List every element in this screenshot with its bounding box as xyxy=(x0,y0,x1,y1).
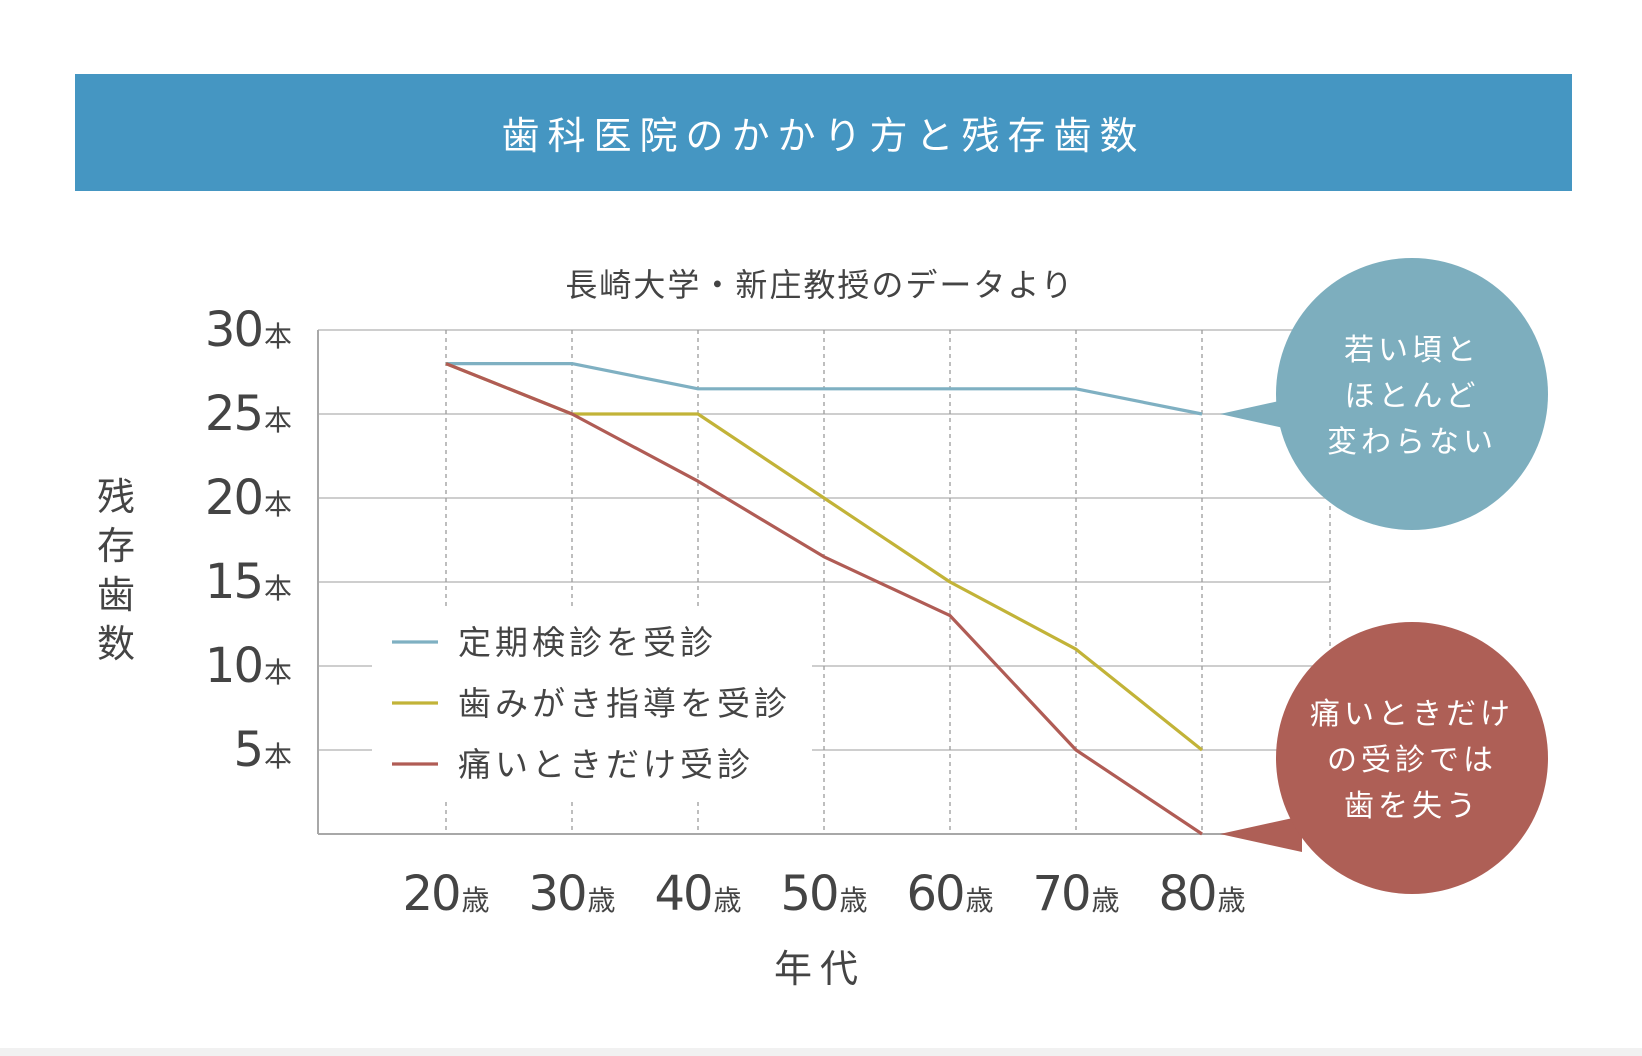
y-tick-label: 20本 xyxy=(205,470,292,526)
y-tick-number: 15 xyxy=(205,554,262,610)
series-line xyxy=(446,362,1203,416)
y-tick-number: 10 xyxy=(205,638,262,694)
y-tick-number: 30 xyxy=(205,302,262,358)
callout-pointer xyxy=(1220,816,1302,852)
x-tick-number: 40 xyxy=(654,866,711,922)
x-tick-number: 60 xyxy=(906,866,963,922)
y-axis-label-char: 残 xyxy=(97,475,135,519)
x-tick-label: 30歳 xyxy=(528,866,615,922)
x-tick-label: 70歳 xyxy=(1032,866,1119,922)
y-tick-label: 25本 xyxy=(205,386,292,442)
legend-label: 歯みがき指導を受診 xyxy=(458,684,791,723)
x-axis-label: 年代 xyxy=(774,947,866,991)
x-tick-label: 50歳 xyxy=(780,866,867,922)
callout-text: 変わらない xyxy=(1327,425,1497,460)
x-tick-number: 30 xyxy=(528,866,585,922)
footer-strip xyxy=(0,1048,1642,1056)
y-tick-label: 5本 xyxy=(233,722,292,778)
legend-label: 痛いときだけ受診 xyxy=(458,745,754,784)
y-tick-label: 15本 xyxy=(205,554,292,610)
y-tick-unit: 本 xyxy=(264,320,292,353)
y-axis-label-char: 存 xyxy=(97,524,135,568)
x-tick-label: 80歳 xyxy=(1158,866,1245,922)
x-tick-unit: 歳 xyxy=(840,884,868,917)
x-tick-labels: 20歳 30歳 40歳 50歳 60歳 70歳 80歳 xyxy=(402,866,1245,922)
y-tick-unit: 本 xyxy=(264,488,292,521)
y-tick-unit: 本 xyxy=(264,740,292,773)
legend-label: 定期検診を受診 xyxy=(458,623,717,662)
series-lines xyxy=(445,362,1203,836)
callout-text: 歯を失う xyxy=(1344,789,1480,824)
y-tick-unit: 本 xyxy=(264,656,292,689)
x-tick-label: 40歳 xyxy=(654,866,741,922)
callout-text: 痛いときだけ xyxy=(1310,697,1514,732)
x-tick-number: 50 xyxy=(780,866,837,922)
x-tick-unit: 歳 xyxy=(966,884,994,917)
series-line xyxy=(445,362,1203,836)
x-tick-unit: 歳 xyxy=(1092,884,1120,917)
y-tick-label: 10本 xyxy=(205,638,292,694)
y-tick-unit: 本 xyxy=(264,404,292,437)
x-tick-label: 60歳 xyxy=(906,866,993,922)
x-tick-unit: 歳 xyxy=(588,884,616,917)
chart-subtitle: 長崎大学・新庄教授のデータより xyxy=(565,266,1074,304)
y-axis-label-char: 歯 xyxy=(97,573,135,617)
y-axis-label-char: 数 xyxy=(97,622,135,666)
x-tick-number: 80 xyxy=(1158,866,1215,922)
x-tick-unit: 歳 xyxy=(1218,884,1246,917)
chart-title: 歯科医院のかかり方と残存歯数 xyxy=(501,114,1146,158)
callout-text: ほとんど xyxy=(1344,379,1479,414)
callout-text: 若い頃と xyxy=(1344,333,1480,368)
y-axis-label: 残存歯数 xyxy=(97,475,135,666)
callout-circle xyxy=(1276,258,1548,530)
x-tick-number: 20 xyxy=(402,866,459,922)
y-tick-number: 5 xyxy=(233,722,262,778)
x-tick-label: 20歳 xyxy=(402,866,489,922)
axes xyxy=(317,330,1330,835)
x-tick-unit: 歳 xyxy=(714,884,742,917)
y-tick-label: 30本 xyxy=(205,302,292,358)
y-tick-number: 20 xyxy=(205,470,262,526)
y-tick-number: 25 xyxy=(205,386,262,442)
legend-box xyxy=(372,606,812,800)
y-tick-unit: 本 xyxy=(264,572,292,605)
x-tick-unit: 歳 xyxy=(462,884,490,917)
x-tick-number: 70 xyxy=(1032,866,1089,922)
title-banner: 歯科医院のかかり方と残存歯数 xyxy=(75,74,1572,191)
callout-text: の受診では xyxy=(1327,743,1497,778)
legend-background xyxy=(372,606,812,800)
callout-circle xyxy=(1276,622,1548,894)
